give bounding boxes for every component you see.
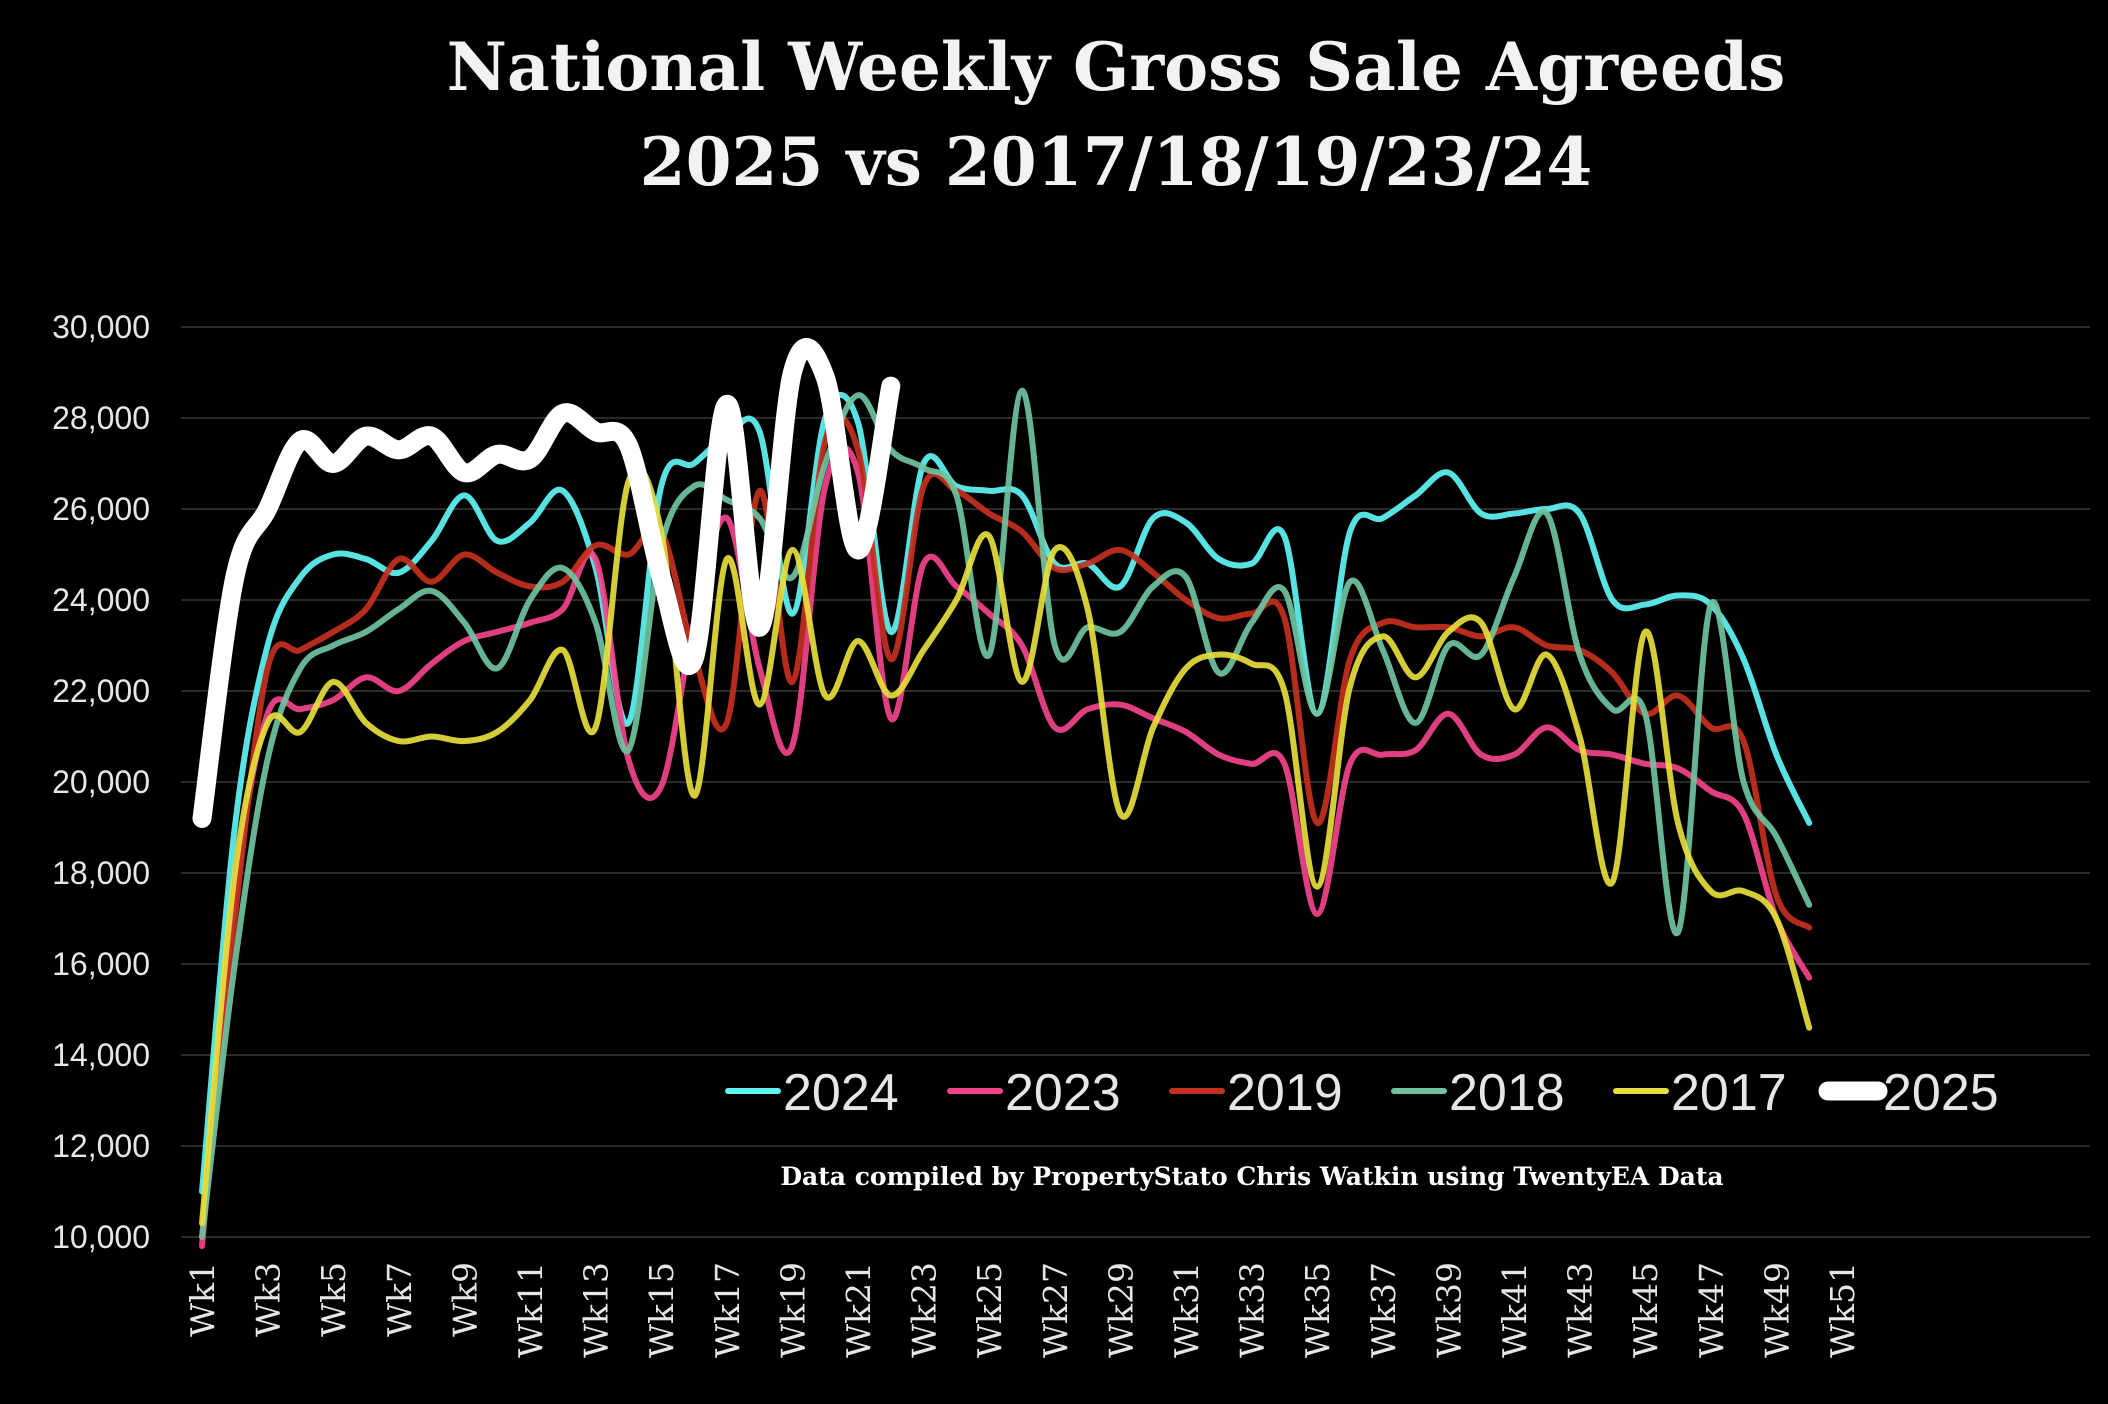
x-tick-label: Wk35 [1298, 1262, 1337, 1358]
x-tick-label: Wk51 [1823, 1262, 1862, 1358]
x-tick-label: Wk27 [1036, 1262, 1075, 1358]
legend-label: 2017 [1671, 1064, 1787, 1122]
y-tick-label: 22,000 [52, 673, 150, 709]
chart-title-line-1: National Weekly Gross Sale Agreeds [447, 28, 1786, 106]
x-tick-label: Wk7 [380, 1262, 419, 1337]
y-axis: 10,000 12,000 14,000 16,000 18,000 20,000 22,0… [52, 309, 150, 1255]
series-line-2019 [199, 413, 1813, 1240]
y-tick-label: 20,000 [52, 764, 150, 800]
x-tick-label: Wk3 [249, 1262, 288, 1337]
x-tick-label: Wk41 [1495, 1262, 1534, 1358]
x-tick-label: Wk13 [577, 1262, 616, 1358]
y-tick-label: 18,000 [52, 855, 150, 891]
legend-item-2018: 2018 [1391, 1064, 1565, 1122]
legend-item-2025: 2025 [1818, 1064, 1999, 1122]
legend-label: 2018 [1449, 1064, 1565, 1122]
x-tick-label: Wk33 [1233, 1262, 1272, 1358]
x-tick-label: Wk1 [183, 1262, 222, 1337]
y-tick-label: 28,000 [52, 400, 150, 436]
legend-label: 2024 [783, 1064, 899, 1122]
x-tick-label: Wk49 [1757, 1262, 1796, 1358]
series-line-2024 [199, 392, 1813, 1195]
x-tick-label: Wk9 [445, 1262, 484, 1337]
legend-item-2017: 2017 [1613, 1064, 1787, 1122]
x-tick-label: Wk21 [839, 1262, 878, 1358]
x-tick-label: Wk23 [905, 1262, 944, 1358]
series-line-2018 [199, 387, 1813, 1240]
series-line-2025 [192, 338, 901, 828]
x-tick-label: Wk15 [642, 1262, 681, 1358]
x-tick-label: Wk29 [1101, 1262, 1140, 1358]
y-tick-label: 12,000 [52, 1128, 150, 1164]
x-tick-label: Wk19 [773, 1262, 812, 1358]
y-tick-label: 14,000 [52, 1037, 150, 1073]
series-line-2023 [199, 444, 1813, 1250]
x-tick-label: Wk5 [314, 1262, 353, 1337]
y-tick-label: 10,000 [52, 1219, 150, 1255]
x-tick-label: Wk47 [1692, 1262, 1731, 1358]
x-tick-label: Wk39 [1429, 1262, 1468, 1358]
x-tick-label: Wk43 [1561, 1262, 1600, 1358]
y-tick-label: 16,000 [52, 946, 150, 982]
x-axis: Wk1 Wk3 Wk5 Wk7 Wk9 Wk11 Wk13 Wk15 Wk17 Wk19 Wk21 W… [183, 1262, 1862, 1358]
y-tick-label: 26,000 [52, 491, 150, 527]
x-tick-label: Wk17 [708, 1262, 747, 1358]
legend-label: 2019 [1227, 1064, 1343, 1122]
x-tick-label: Wk45 [1626, 1262, 1665, 1358]
y-tick-label: 24,000 [52, 582, 150, 618]
legend-label: 2023 [1005, 1064, 1121, 1122]
x-tick-label: Wk11 [511, 1262, 550, 1358]
legend: 2024 2023 2019 2018 2017 2025 [725, 1064, 1999, 1122]
series-lines [192, 338, 1813, 1250]
y-tick-label: 30,000 [52, 309, 150, 345]
data-credit: Data compiled by PropertyStato Chris Wat… [780, 1162, 1723, 1191]
legend-item-2019: 2019 [1169, 1064, 1343, 1122]
x-tick-label: Wk31 [1167, 1262, 1206, 1358]
legend-item-2024: 2024 [725, 1064, 899, 1122]
series-line-2017 [199, 465, 1813, 1227]
x-tick-label: Wk25 [970, 1262, 1009, 1358]
x-tick-label: Wk37 [1364, 1262, 1403, 1358]
legend-item-2023: 2023 [947, 1064, 1121, 1122]
chart-title-line-2: 2025 vs 2017/18/19/23/24 [640, 123, 1593, 201]
legend-label: 2025 [1883, 1064, 1999, 1122]
